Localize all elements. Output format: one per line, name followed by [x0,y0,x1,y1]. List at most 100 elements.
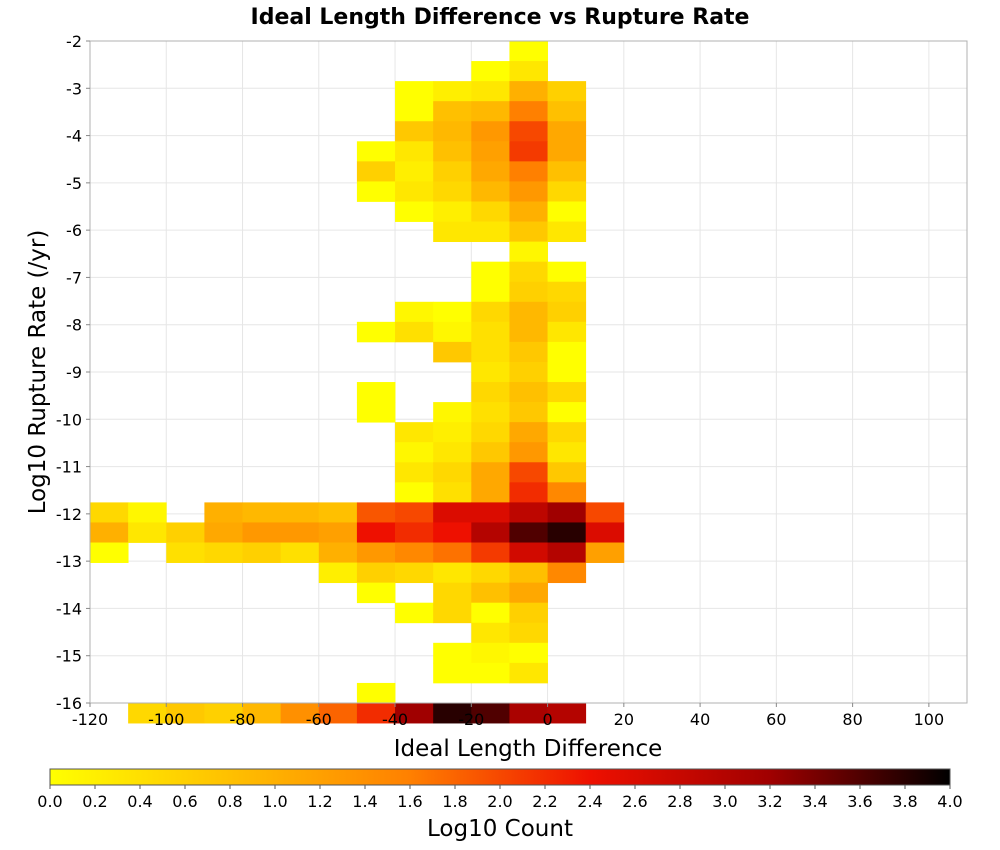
heatmap-cell [509,81,548,102]
heatmap-cell [356,402,396,423]
y-tick-label: -11 [56,458,82,477]
y-tick-label: -14 [56,599,82,618]
y-tick-label: -12 [56,505,82,524]
heatmap-cell [128,703,167,724]
heatmap-cell [471,101,510,122]
heatmap-cell [433,703,472,724]
heatmap-cell [547,121,587,142]
heatmap-cell [509,281,548,303]
heatmap-cell [433,442,472,463]
heatmap-cell [547,382,587,403]
heatmap-cell [204,703,243,724]
heatmap-cell [471,341,510,363]
heatmap-cell [509,241,548,263]
heatmap-cell [547,442,587,463]
heatmap-cell [471,542,510,563]
heatmap-cells [90,41,625,724]
heatmap-cell [433,462,472,483]
heatmap-cell [395,422,434,443]
heatmap-cell [395,141,434,162]
heatmap-cell [547,181,587,202]
heatmap-cell [509,703,548,724]
heatmap-cell [433,562,472,584]
heatmap-cell [509,121,548,142]
heatmap-cell [547,81,587,102]
colorbar-tick-label: 0.4 [127,792,152,811]
heatmap-cell [395,502,434,523]
heatmap-cell [433,321,472,343]
x-tick-label: 0 [542,710,552,729]
x-tick-label: 100 [914,710,945,729]
y-tick-label: -9 [66,363,82,382]
colorbar-tick-label: 3.0 [712,792,737,811]
heatmap-cell [433,181,472,202]
heatmap-cell [395,181,434,202]
heatmap-cell [318,502,358,523]
heatmap-cell [547,341,587,363]
heatmap-cell [471,261,510,283]
heatmap-cell [433,642,472,664]
heatmap-cell [509,422,548,443]
colorbar-tick-label: 3.8 [892,792,917,811]
heatmap-cell [280,502,320,523]
heatmap-cell [547,201,587,222]
x-tick-label: -100 [148,710,184,729]
heatmap-cell [395,602,434,624]
heatmap-cell [395,301,434,323]
heatmap-cell [433,81,472,102]
heatmap-cell [395,321,434,343]
heatmap-cell [433,482,472,503]
heatmap-cell [90,502,129,523]
heatmap-cell [509,181,548,202]
heatmap-cell [471,361,510,383]
heatmap-cell [509,462,548,483]
x-tick-label: 20 [614,710,634,729]
x-tick-label: 80 [842,710,862,729]
colorbar-tick-label: 1.8 [442,792,467,811]
colorbar-tick-label: 2.0 [487,792,512,811]
heatmap-cell [204,502,243,523]
heatmap-cell [471,281,510,303]
heatmap-cell [509,361,548,383]
y-tick-label: -5 [66,174,82,193]
colorbar-label: Log10 Count [427,816,573,842]
heatmap-cell [471,422,510,443]
heatmap-cell [356,141,396,162]
heatmap-cell [242,703,282,724]
heatmap-cell [547,301,587,323]
heatmap-cell [395,201,434,222]
heatmap-cell [547,221,587,243]
heatmap-cell [509,321,548,343]
x-axis-label: Ideal Length Difference [394,736,663,762]
heatmap-cell [433,582,472,604]
heatmap-cell [356,321,396,343]
heatmap-cell [471,522,510,543]
heatmap-cell [509,341,548,363]
heatmap-cell [509,41,548,62]
y-axis-label: Log10 Rupture Rate (/yr) [25,230,51,515]
y-tick-label: -3 [66,79,82,98]
heatmap-cell [471,662,510,684]
heatmap-cell [471,703,510,724]
colorbar-tick-label: 2.2 [532,792,557,811]
heatmap-cell [471,301,510,323]
heatmap-cell [547,422,587,443]
heatmap-cell [471,482,510,503]
colorbar-tick-label: 3.6 [847,792,872,811]
heatmap-cell [471,321,510,343]
heatmap-cell [509,602,548,624]
heatmap-cell [547,321,587,343]
heatmap-cell [128,522,167,543]
colorbar-tick-label: 2.6 [622,792,647,811]
heatmap-cell [509,662,548,684]
heatmap-cell [90,542,129,563]
heatmap-cell [509,582,548,604]
heatmap-cell [509,442,548,463]
heatmap-cell [509,642,548,664]
heatmap-cell [547,161,587,182]
heatmap-cell [509,61,548,82]
heatmap-cell [547,542,587,563]
heatmap-cell [471,582,510,604]
heatmap-cell [280,703,320,724]
heatmap-cell [471,462,510,483]
